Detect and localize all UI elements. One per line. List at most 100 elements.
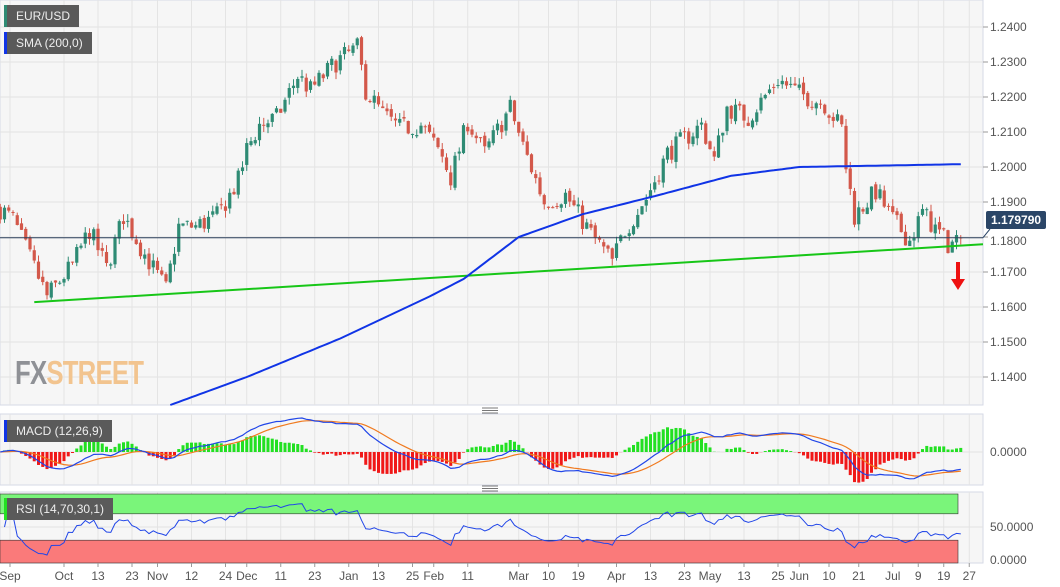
candle-down [87,233,92,239]
sma-200-line [169,163,961,406]
candle-up [410,133,415,135]
macd-histogram-bar [249,435,253,452]
macd-histogram-bar [606,452,610,458]
candle-up [351,45,355,53]
macd-histogram-bar [874,452,878,470]
candle-up [287,87,291,98]
candle-up [49,282,53,298]
sma-legend[interactable]: SMA (200,0) [4,32,92,54]
candle-down [521,131,525,142]
candle-down [0,206,2,220]
macd-histogram-bar [636,441,640,452]
macd-histogram-bar [270,438,274,452]
macd-histogram-bar [887,452,890,461]
candle-up [228,192,232,209]
macd-histogram-bar [814,452,818,462]
macd-histogram-bar [304,448,308,452]
candle-down [891,206,895,213]
candle-down [423,126,427,128]
x-tick-label: Feb [423,569,444,583]
macd-histogram-bar [559,452,563,466]
candle-up [266,123,270,128]
macd-histogram-bar [806,452,810,459]
candles [0,35,963,300]
overlay-lines [0,163,984,406]
macd-histogram-bar [734,447,737,452]
candle-down [895,211,899,216]
panel-resize-handle[interactable] [482,485,498,492]
x-tick-label: 27 [963,569,977,583]
candle-down [100,248,104,251]
macd-histogram-bar [368,452,372,470]
candle-down [449,172,453,186]
y-tick-label: 1.1500 [990,335,1027,349]
candle-up [797,84,801,88]
candle-down [406,121,410,134]
macd-histogram-bar [568,452,572,460]
candle-up [954,235,959,243]
macd-legend[interactable]: MACD (12,26,9) [4,420,112,442]
macd-histogram-bar [389,452,393,474]
candle-up [330,58,334,65]
candle-down [746,122,750,126]
x-tick-label: 13 [372,569,386,583]
macd-histogram-bar [670,428,674,452]
candle-down [793,83,797,86]
candle-up [92,229,96,241]
candle-up [908,240,912,247]
macd-histogram-bar [321,452,325,455]
x-tick-label: Dec [236,569,257,583]
candle-up [755,112,759,122]
candle-down [262,124,266,126]
candle-down [738,103,742,106]
candle-down [712,151,716,157]
macd-histogram-bar [661,429,665,452]
candle-up [338,55,342,71]
macd-histogram-bar [780,449,784,452]
y-axis: 1.2400 1.2300 1.2200 1.2100 1.2000 1.1900 1.18… [982,20,1034,567]
macd-line [0,417,961,480]
x-tick-label: 12 [185,569,199,583]
candle-down [903,231,908,246]
candle-up [168,263,172,283]
macd-histogram-bar [334,452,338,456]
candle-up [665,147,670,160]
candle-down [202,217,206,229]
macd-histogram-bar [88,440,91,452]
macd-histogram-bar [100,443,104,452]
candle-up [194,225,198,228]
rsi-tick-label: 0.0000 [990,553,1027,567]
candle-up [62,279,66,283]
current-price-tag: 1.179790 [986,211,1047,229]
sma-label: SMA (200,0) [16,36,83,50]
macd-histogram-bar [933,446,937,452]
candle-up [249,141,253,146]
candle-up [372,95,376,103]
y-tick-label: 1.2300 [990,55,1027,69]
candle-up [181,223,185,226]
rsi-line [4,503,961,556]
candle-down [359,37,364,65]
macd-histogram-bar [338,452,342,456]
macd-histogram-bar [789,451,793,452]
macd-histogram-bar [882,452,886,463]
candle-up [814,103,818,109]
symbol-legend[interactable]: EUR/USD [4,5,80,27]
panel-resize-handle[interactable] [482,407,498,414]
candle-up [79,245,83,248]
candle-down [389,109,393,117]
candle-up [461,125,466,154]
x-axis: Sep Oct 13 23 Nov 12 24 Dec 11 23 Jan 13 25 Feb 11 Mar 1… [0,563,976,583]
candle-up [198,219,202,228]
y-tick-label: 1.2000 [990,160,1027,174]
rsi-legend[interactable]: RSI (14,70,30,1) [4,498,114,520]
macd-histogram-bar [683,429,686,452]
candle-down [597,237,602,240]
x-tick-label: 21 [852,569,866,583]
macd-histogram-bar [351,452,355,455]
macd-histogram-bar [615,452,618,456]
candle-down [729,105,733,119]
candle-up [763,95,767,99]
candle-up [750,120,755,128]
macd-histogram-bar [576,452,580,457]
